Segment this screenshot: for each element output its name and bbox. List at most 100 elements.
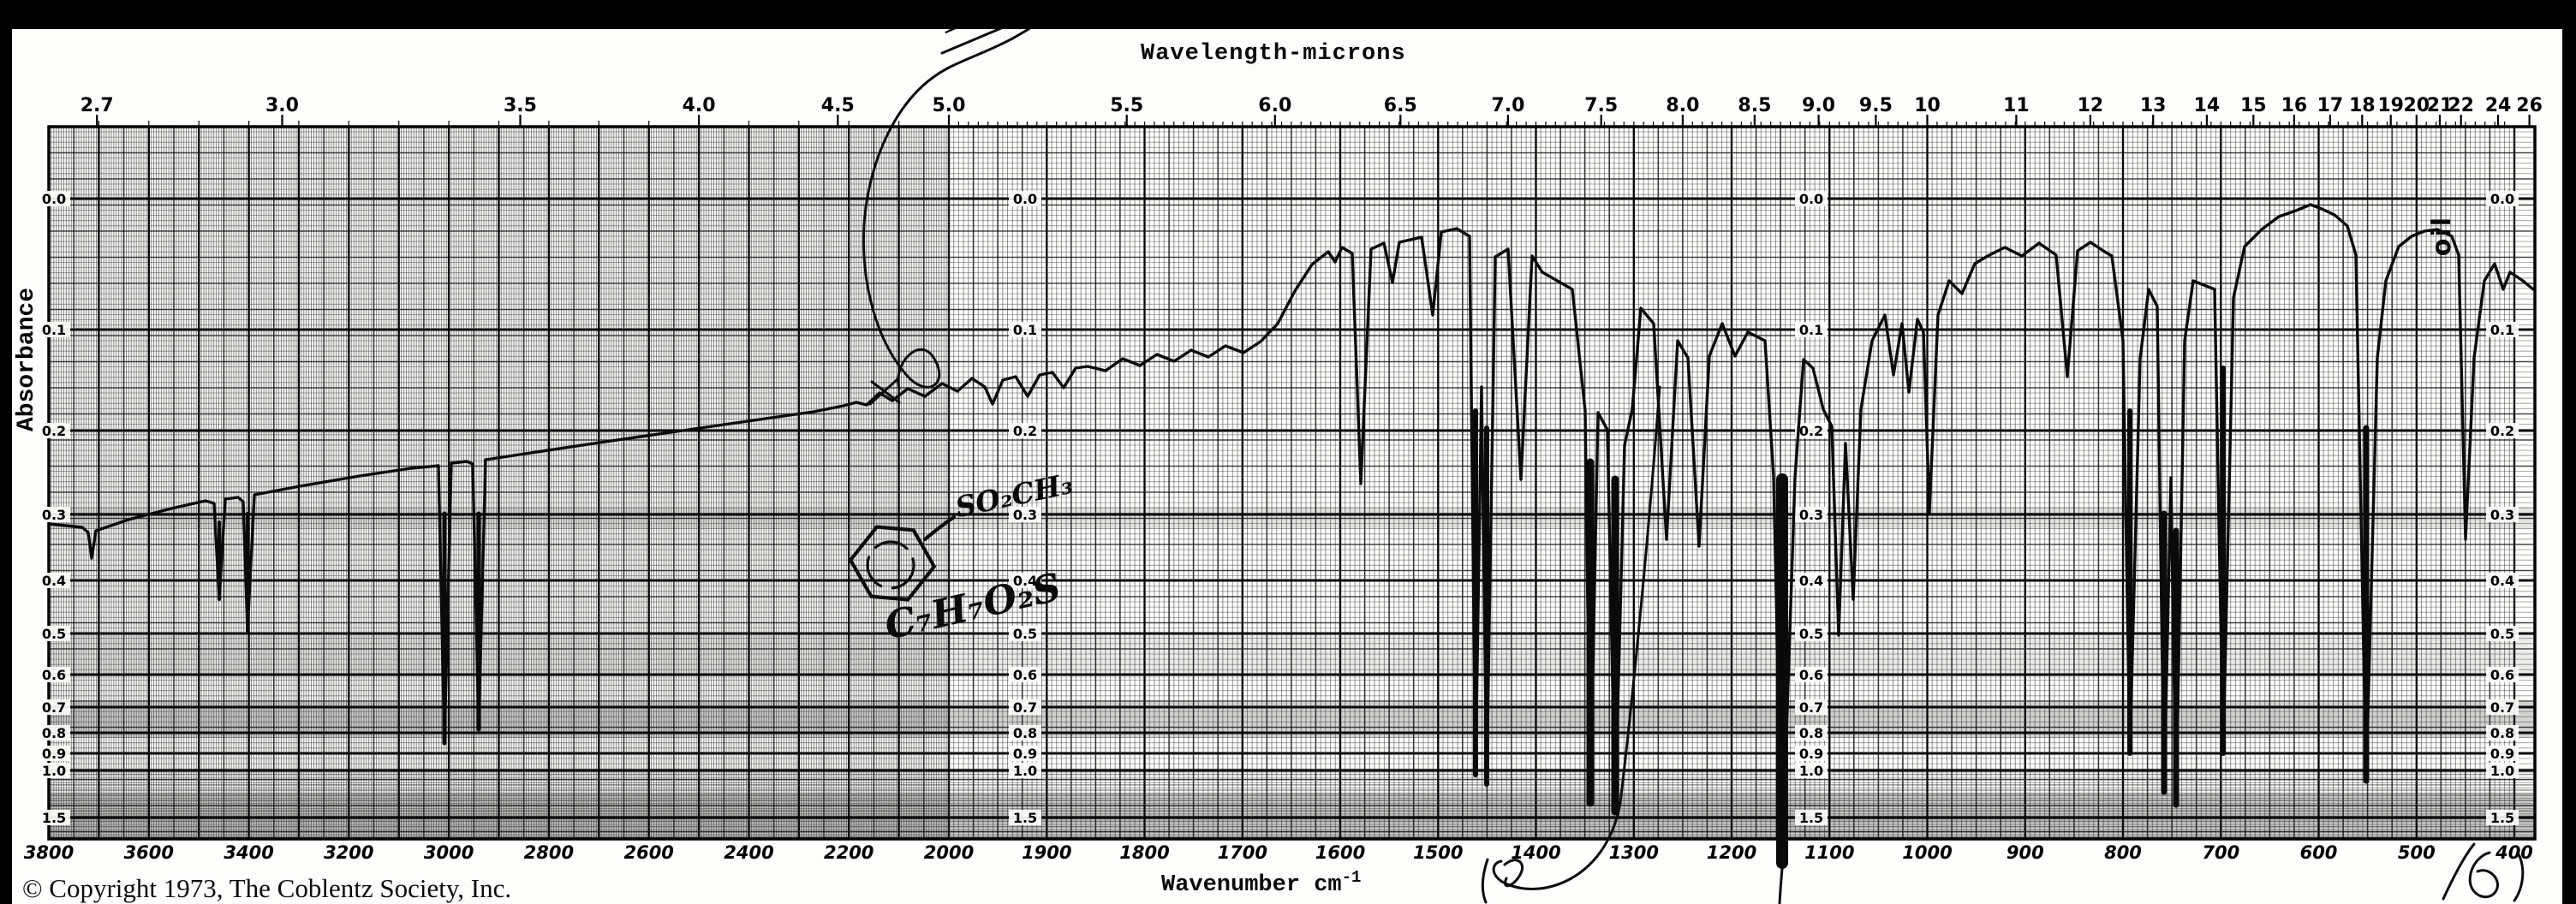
top-axis-label: 13	[2140, 95, 2167, 116]
absorbance-tick-label: 0.1	[1799, 322, 1823, 338]
top-axis-label: 16	[2281, 95, 2308, 116]
bottom-axis-label: 2600	[623, 842, 673, 863]
scan-border-right	[2562, 0, 2576, 904]
absorbance-tick-label: 0.2	[1013, 423, 1037, 439]
bottom-axis-label: 3000	[424, 842, 474, 863]
absorbance-tick-label: 0.8	[1013, 725, 1037, 741]
bottom-axis-label: 1400	[1511, 842, 1560, 863]
top-axis-label: 9.5	[1859, 95, 1893, 116]
top-axis-label: 14	[2194, 95, 2221, 116]
absorbance-tick-label: 0.0	[1013, 191, 1037, 207]
absorbance-tick-label: 1.5	[2490, 810, 2514, 826]
bottom-axis-label: 1000	[1902, 842, 1952, 863]
absorbance-tick-label: 0.2	[2490, 423, 2514, 439]
top-axis-label: 21	[2427, 95, 2454, 116]
bottom-axis-label: 1700	[1218, 842, 1267, 863]
bottom-axis-label: 3600	[124, 842, 174, 863]
absorbance-tick-label: 1.5	[1799, 810, 1823, 826]
bottom-axis-label: 700	[2202, 842, 2239, 863]
absorbance-tick-label: 1.0	[42, 763, 66, 779]
top-axis-label: 3.5	[504, 95, 537, 116]
top-axis-label: 22	[2448, 95, 2474, 116]
top-axis-title: Wavelength-microns	[1141, 41, 1406, 67]
copyright-text: © Copyright 1973, The Coblentz Society, …	[22, 873, 512, 903]
handwritten-strokes	[862, 5, 2525, 904]
absorbance-tick-label: 1.0	[2490, 763, 2514, 779]
absorbance-tick-label: 0.8	[1799, 725, 1823, 741]
pen-stroke	[1492, 385, 1661, 890]
absorbance-tick-label: 0.9	[2490, 746, 2514, 762]
absorbance-tick-label: 1.5	[42, 810, 66, 826]
scan-border-top	[0, 0, 2576, 29]
absorbance-tick-label: 0.6	[1799, 667, 1823, 683]
absorbance-tick-label: 0.3	[1013, 507, 1037, 523]
absorbance-tick-label: 0.3	[42, 507, 66, 523]
absorbance-tick-label: 0.7	[42, 699, 66, 716]
bottom-axis-label: 2000	[924, 842, 974, 863]
top-axis-label: 6.5	[1384, 95, 1417, 116]
bottom-axis-label: 1300	[1609, 842, 1659, 863]
bottom-axis-label: 500	[2398, 842, 2436, 863]
absorption-band-spikes	[218, 366, 2370, 869]
absorbance-tick-label: 0.0	[2490, 191, 2514, 207]
top-axis-label: 10	[1914, 95, 1941, 116]
top-axis-label: 8.5	[1738, 95, 1771, 116]
top-axis-label: 17	[2317, 95, 2344, 116]
absorbance-tick-label: 0.4	[2490, 573, 2514, 589]
top-axis-label: 6.0	[1258, 95, 1291, 116]
top-axis-label: 7.5	[1584, 95, 1618, 116]
pen-stroke	[1481, 858, 1524, 904]
absorbance-tick-label: 0.5	[1799, 626, 1823, 642]
bottom-axis-label: 3400	[224, 842, 273, 863]
top-axis-label: 26	[2516, 95, 2543, 116]
pen-stroke	[2442, 842, 2525, 902]
bottom-axis-label: 1600	[1315, 842, 1365, 863]
top-axis-label: 20	[2403, 95, 2430, 116]
top-axis-label: 15	[2240, 95, 2267, 116]
absorbance-tick-label: 0.7	[1013, 699, 1037, 716]
bottom-axis-label: 1900	[1022, 842, 1071, 863]
absorbance-tick-label: 0.6	[2490, 667, 2514, 683]
absorbance-tick-label: 0.5	[2490, 626, 2514, 642]
top-axis-label: 2.7	[80, 95, 114, 116]
absorbance-tick-label: 0.6	[42, 667, 66, 683]
absorbance-tick-label: 0.3	[1799, 507, 1823, 523]
bottom-axis-label: 1500	[1413, 842, 1463, 863]
bottom-axis-label: 1100	[1804, 842, 1854, 863]
absorbance-tick-label: 0.2	[1799, 423, 1823, 439]
absorbance-tick-label: 0.6	[1013, 667, 1037, 683]
absorbance-tick-label: 0.3	[2490, 507, 2514, 523]
absorbance-tick-label: 0.2	[42, 423, 66, 439]
bottom-axis-label: 400	[2495, 842, 2533, 863]
benzene-ring-circle	[866, 540, 915, 590]
absorbance-tick-label: 0.5	[1013, 626, 1037, 642]
top-axis-label: 5.5	[1110, 95, 1143, 116]
benzene-ring-hexagon	[848, 525, 937, 602]
top-axis-label: 5.0	[933, 95, 966, 116]
absorbance-tick-label: 0.7	[1799, 699, 1823, 716]
bottom-axis-label: 1800	[1119, 842, 1169, 863]
top-axis-label: 12	[2078, 95, 2104, 116]
top-axis-label: 4.5	[821, 95, 855, 116]
bottom-axis-label: 800	[2104, 842, 2142, 863]
absorbance-tick-label: 0.4	[1013, 573, 1037, 589]
bottom-axis-label: 600	[2300, 842, 2338, 863]
bottom-axis-label: 1200	[1707, 842, 1756, 863]
pen-stroke	[1778, 848, 1786, 904]
absorbance-tick-label: 0.8	[42, 725, 66, 741]
grid	[49, 127, 2535, 839]
absorbance-tick-label: 0.1	[42, 322, 66, 338]
y-axis-title: Absorbance	[14, 288, 40, 431]
bottom-axis-label: 2200	[824, 842, 874, 863]
absorbance-tick-label: 0.5	[42, 626, 66, 642]
top-axis-label: 9.0	[1802, 95, 1835, 116]
absorbance-tick-label: 0.1	[1013, 322, 1037, 338]
absorbance-tick-label: 0.4	[42, 573, 66, 589]
absorbance-tick-label: 1.0	[1799, 763, 1823, 779]
absorbance-tick-label: 1.5	[1013, 810, 1037, 826]
absorbance-tick-label: 0.0	[42, 191, 66, 207]
absorbance-tick-label: 0.4	[1799, 573, 1823, 589]
top-axis-label: 8.0	[1666, 95, 1699, 116]
